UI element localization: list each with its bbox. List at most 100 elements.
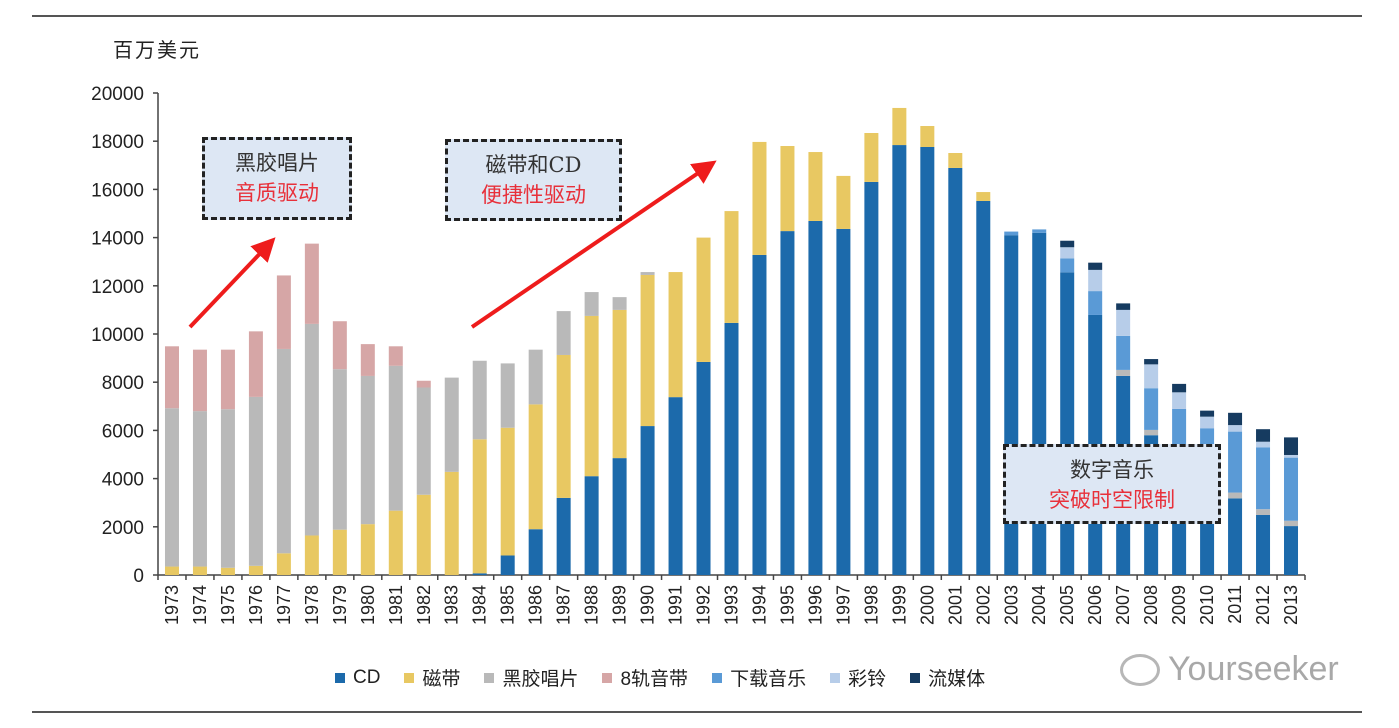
- x-tick-label: 2005: [1057, 585, 1077, 625]
- bar-segment-1989: [612, 458, 627, 575]
- annotation-cassette-cd-title: 磁带和CD: [485, 153, 582, 177]
- bar-segment-1982: [416, 387, 431, 495]
- bar-segment-2005: [1060, 258, 1075, 273]
- bar-segment-1976: [248, 565, 263, 575]
- x-tick-label: 1990: [638, 585, 658, 625]
- bar-segment-2011: [1228, 431, 1243, 493]
- legend-item: 8轨音带: [602, 664, 688, 691]
- bar-segment-1978: [304, 243, 319, 324]
- bar-segment-2008: [1144, 388, 1159, 430]
- bar-segment-1996: [808, 220, 823, 575]
- bar-segment-1974: [192, 411, 207, 567]
- x-tick-label: 1974: [190, 585, 210, 625]
- y-tick-label: 2000: [102, 518, 144, 539]
- bar-segment-1998: [864, 133, 879, 182]
- bar-segment-1978: [304, 323, 319, 536]
- x-tick-label: 1999: [889, 585, 909, 625]
- bar-segment-2012: [1256, 441, 1271, 448]
- bar-segment-1989: [612, 297, 627, 310]
- bar-segment-1986: [528, 404, 543, 530]
- bar-segment-2013: [1284, 526, 1299, 575]
- x-tick-label: 1979: [330, 585, 350, 625]
- bar-segment-1984: [472, 360, 487, 440]
- bar-segment-1994: [752, 254, 767, 575]
- legend: CD 磁带 黑胶唱片 8轨音带 下载音乐 彩铃 流媒体: [335, 664, 985, 691]
- legend-item: 磁带: [404, 664, 460, 691]
- x-tick-label: 2011: [1225, 585, 1245, 624]
- legend-item: 黑胶唱片: [484, 664, 578, 691]
- x-tick-label: 2009: [1169, 585, 1189, 625]
- x-tick-label: 1996: [805, 585, 825, 625]
- bar-segment-1998: [864, 181, 879, 575]
- x-tick-label: 2012: [1253, 585, 1273, 625]
- bar-segment-1996: [808, 152, 823, 221]
- x-tick-label: 2003: [1001, 585, 1021, 625]
- bar-segment-1981: [388, 365, 403, 511]
- bar-segment-2000: [920, 146, 935, 575]
- legend-swatch: [484, 672, 495, 683]
- wechat-icon: [1120, 653, 1160, 686]
- legend-item: CD: [335, 667, 380, 689]
- bar-segment-1999: [892, 107, 907, 146]
- x-tick-label: 1975: [218, 585, 238, 625]
- bar-segment-2012: [1256, 429, 1271, 442]
- annotation-digital-title: 数字音乐: [1070, 458, 1154, 482]
- bar-segment-2002: [976, 200, 991, 575]
- bar-segment-1974: [192, 349, 207, 412]
- bar-segment-2006: [1088, 262, 1103, 270]
- x-tick-label: 1983: [442, 585, 462, 625]
- bar-segment-1993: [724, 211, 739, 323]
- watermark: Yourseeker: [1120, 650, 1339, 689]
- bar-segment-1990: [640, 274, 655, 427]
- y-tick-label: 10000: [91, 325, 144, 346]
- top-rule: [32, 15, 1362, 17]
- bar-segment-1987: [556, 354, 571, 498]
- y-tick-label: 16000: [91, 180, 144, 201]
- legend-swatch: [910, 672, 921, 683]
- bar-segment-1980: [360, 524, 375, 575]
- bar-segment-2010: [1200, 410, 1215, 417]
- bar-segment-2013: [1284, 454, 1299, 458]
- y-tick-label: 8000: [102, 373, 144, 394]
- annotation-vinyl: 黑胶唱片 音质驱动: [202, 137, 352, 220]
- x-tick-label: 1973: [162, 585, 182, 625]
- bar-segment-1980: [360, 375, 375, 525]
- x-tick-label: 2013: [1281, 585, 1301, 625]
- bar-segment-1973: [164, 408, 179, 567]
- bar-segment-2007: [1116, 309, 1131, 336]
- bar-segment-1990: [640, 426, 655, 575]
- x-tick-label: 1980: [358, 585, 378, 625]
- bar-segment-1990: [640, 272, 655, 275]
- bar-segment-1988: [584, 476, 599, 575]
- x-tick-label: 2006: [1085, 585, 1105, 625]
- bar-segment-1984: [472, 573, 487, 575]
- x-tick-label: 1994: [749, 585, 769, 625]
- bar-segment-1992: [696, 361, 711, 575]
- bar-segment-1997: [836, 175, 851, 229]
- red-arrow-icon: [188, 237, 276, 329]
- y-tick-label: 12000: [91, 277, 144, 298]
- bar-segment-1975: [220, 349, 235, 410]
- bar-segment-1974: [192, 566, 207, 575]
- bar-segment-1988: [584, 292, 599, 316]
- x-tick-label: 2001: [945, 585, 965, 625]
- bar-segment-2011: [1228, 425, 1243, 432]
- bar-segment-2001: [948, 153, 963, 168]
- x-tick-label: 1993: [722, 585, 742, 625]
- bar-segment-1999: [892, 145, 907, 575]
- bar-segment-2001: [948, 167, 963, 576]
- bar-segment-1985: [500, 555, 515, 575]
- x-tick-label: 1984: [470, 585, 490, 625]
- bar-segment-1991: [668, 272, 683, 398]
- legend-label: CD: [353, 666, 381, 688]
- bar-segment-1995: [780, 146, 795, 232]
- bar-segment-1985: [500, 427, 515, 556]
- bar-segment-1979: [332, 529, 347, 575]
- x-tick-label: 2002: [973, 585, 993, 625]
- annotation-vinyl-title: 黑胶唱片: [235, 151, 319, 175]
- y-tick-label: 4000: [102, 470, 144, 491]
- bar-segment-1986: [528, 349, 543, 405]
- annotation-cassette-cd: 磁带和CD 便捷性驱动: [445, 139, 622, 221]
- legend-label: 流媒体: [928, 669, 986, 690]
- legend-swatch: [712, 672, 723, 683]
